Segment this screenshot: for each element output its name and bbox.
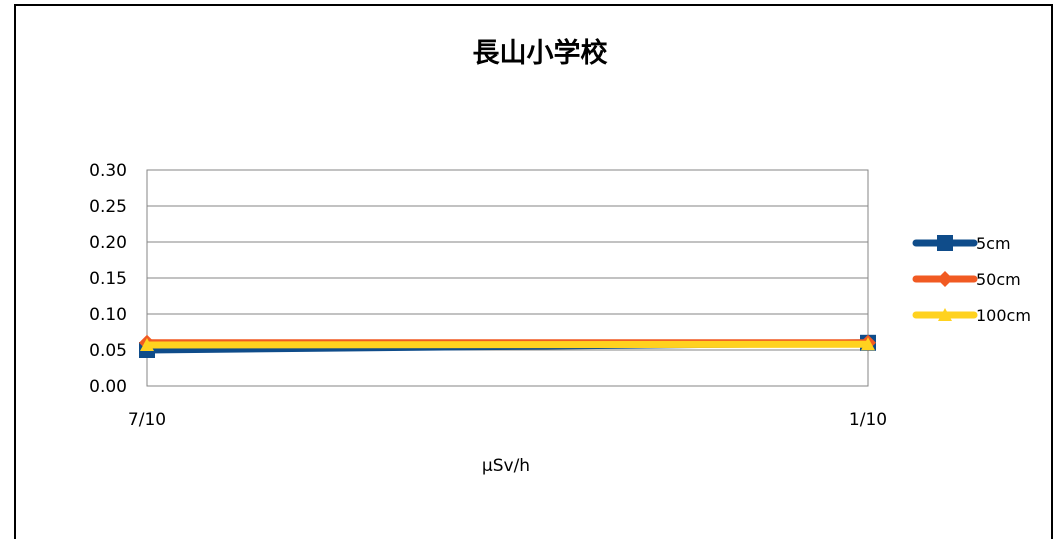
y-tick-label: 0.15 [89,269,127,289]
legend-item: 50cm [912,270,1021,289]
legend-label: 5cm [976,234,1011,253]
legend-item: 5cm [912,234,1011,253]
y-tick-label: 0.20 [89,233,127,253]
data-point [140,337,154,351]
data-point [861,337,875,351]
legend-marker [937,235,953,251]
chart-title: 長山小学校 [473,37,608,69]
legend-label: 100cm [976,306,1031,325]
y-tick-label: 0.25 [89,197,127,217]
chart-border [14,4,1053,539]
y-tick-label: 0.30 [89,161,127,181]
series-line [146,340,869,349]
legend-label: 50cm [976,270,1021,289]
legend-marker [937,271,953,287]
series-100cm [140,337,875,351]
plot-area [146,169,869,387]
y-tick-label: 0.05 [89,341,127,361]
series-layer [139,334,876,358]
legend-marker [938,308,952,321]
x-axis-tick-labels: 7/10 1/10 [128,410,887,430]
x-axis-label: μSv/h [482,456,530,476]
legend: 5cm 50cm 100cm [912,234,1031,325]
y-tick-label: 0.10 [89,305,127,325]
y-axis-tick-labels: 0.00 0.05 0.10 0.15 0.20 0.25 0.30 [89,161,127,397]
x-tick-label: 1/10 [849,410,887,430]
x-tick-label: 7/10 [128,410,166,430]
y-tick-label: 0.00 [89,377,127,397]
legend-item: 100cm [912,306,1031,325]
